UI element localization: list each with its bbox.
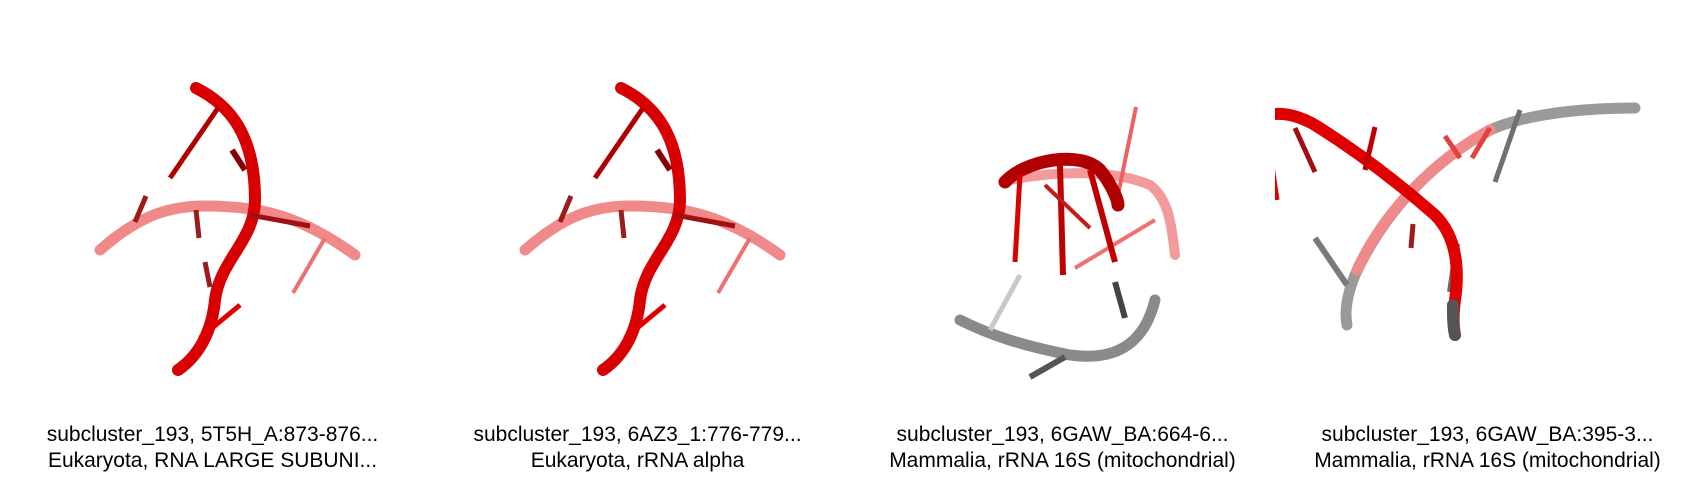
structure-panel-2: subcluster_193, 6AZ3_1:776-779... Eukary… — [425, 0, 850, 480]
grey-base — [1492, 109, 1523, 183]
red-base — [167, 106, 221, 180]
dark-base — [557, 195, 574, 223]
red-base — [1087, 169, 1118, 263]
pink-base — [291, 236, 327, 295]
red-base — [1057, 164, 1066, 276]
red-base — [1043, 183, 1092, 230]
red-base — [654, 148, 673, 172]
caption-line-1: subcluster_193, 6GAW_BA:664-6... — [896, 423, 1229, 446]
rna-structure-render-2 — [519, 82, 786, 376]
red-base — [592, 106, 646, 180]
dark-base — [193, 209, 202, 239]
red-base — [1012, 174, 1023, 263]
dark-base — [618, 209, 627, 239]
pink-backbone — [1005, 168, 1180, 260]
red-base — [1408, 223, 1416, 249]
red-backbone — [172, 82, 262, 376]
red-base — [1362, 126, 1378, 171]
red-base — [198, 303, 242, 340]
dark-base — [132, 195, 149, 223]
pink-base — [1469, 126, 1493, 160]
grey-backbone — [954, 294, 1161, 362]
caption-line-1: subcluster_193, 6AZ3_1:776-779... — [473, 423, 802, 446]
red-base — [249, 212, 311, 229]
structure-panel-3: subcluster_193, 6GAW_BA:664-6... Mammali… — [850, 0, 1275, 480]
structure-panel-4: subcluster_193, 6GAW_BA:395-3... Mammali… — [1275, 0, 1700, 480]
red-base — [1275, 169, 1280, 201]
grey-base — [1028, 354, 1067, 380]
red-base — [229, 148, 248, 172]
red-base — [623, 303, 667, 340]
grey-base — [987, 273, 1023, 332]
red-base — [674, 212, 736, 229]
caption-line-2: Eukaryota, rRNA alpha — [530, 449, 745, 472]
red-backbone — [998, 152, 1125, 212]
pink-base — [1116, 106, 1138, 196]
pink-base — [1073, 218, 1157, 270]
pink-base — [1442, 134, 1463, 160]
red-base — [1292, 126, 1318, 174]
pink-backbone — [1351, 124, 1496, 276]
grey-base — [1112, 281, 1128, 319]
red-base — [202, 261, 213, 288]
caption-line-1: subcluster_193, 5T5H_A:873-876... — [46, 423, 379, 446]
caption-line-2: Eukaryota, RNA LARGE SUBUNI... — [47, 449, 378, 472]
grey-backbone-tip — [1447, 299, 1461, 341]
rna-structure-render-1 — [94, 82, 361, 376]
rna-structure-render-3 — [954, 106, 1180, 380]
grey-base — [1312, 236, 1350, 287]
red-backbone — [597, 82, 687, 376]
rna-structure-render-4 — [1275, 102, 1641, 341]
structure-panel-1: subcluster_193, 5T5H_A:873-876... Eukary… — [0, 0, 425, 480]
caption-line-2: Mammalia, rRNA 16S (mitochondrial) — [889, 449, 1236, 472]
caption-line-2: Mammalia, rRNA 16S (mitochondrial) — [1314, 449, 1661, 472]
caption-line-1: subcluster_193, 6GAW_BA:395-3... — [1321, 423, 1654, 446]
pink-base — [716, 236, 752, 295]
